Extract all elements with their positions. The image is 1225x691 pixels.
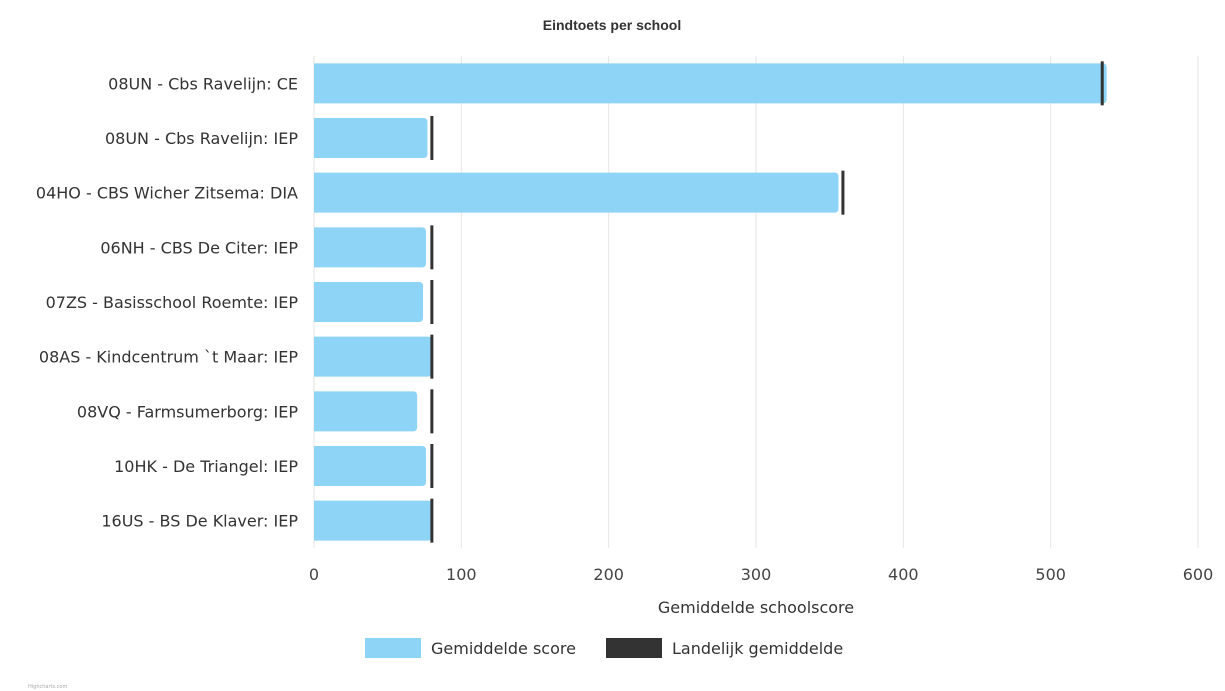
legend[interactable]: Gemiddelde score Landelijk gemiddelde bbox=[365, 638, 843, 658]
bar[interactable] bbox=[314, 282, 424, 322]
average-marker[interactable] bbox=[430, 225, 434, 270]
x-tick-label: 100 bbox=[446, 565, 477, 584]
category-label: 10HK - De Triangel: IEP bbox=[114, 457, 298, 476]
average-marker[interactable] bbox=[430, 334, 434, 379]
category-label: 08UN - Cbs Ravelijn: CE bbox=[108, 74, 298, 93]
average-marker[interactable] bbox=[430, 389, 434, 434]
bar[interactable] bbox=[314, 172, 839, 213]
category-label: 06NH - CBS De Citer: IEP bbox=[100, 238, 298, 257]
average-marker[interactable] bbox=[430, 498, 434, 543]
x-tick-label: 0 bbox=[309, 565, 319, 584]
bar[interactable] bbox=[314, 391, 418, 432]
average-marker[interactable] bbox=[430, 280, 434, 324]
marker-series bbox=[430, 61, 1104, 543]
category-label: 08UN - Cbs Ravelijn: IEP bbox=[105, 129, 298, 148]
category-labels: 08UN - Cbs Ravelijn: CE 08UN - Cbs Raveli… bbox=[36, 74, 298, 530]
average-marker[interactable] bbox=[841, 170, 845, 215]
average-marker[interactable] bbox=[1100, 61, 1104, 106]
bar[interactable] bbox=[314, 500, 432, 541]
bar[interactable] bbox=[314, 227, 426, 268]
x-tick-label: 600 bbox=[1183, 565, 1214, 584]
category-label: 08AS - Kindcentrum `t Maar: IEP bbox=[39, 348, 298, 367]
legend-item[interactable]: Landelijk gemiddelde bbox=[606, 638, 843, 658]
average-marker[interactable] bbox=[430, 444, 434, 488]
average-marker[interactable] bbox=[430, 116, 434, 160]
bar[interactable] bbox=[314, 336, 432, 377]
grid-lines bbox=[313, 56, 1199, 548]
chart-credits[interactable]: Highcharts.com bbox=[28, 684, 67, 690]
x-tick-label: 300 bbox=[741, 565, 772, 584]
category-label: 07ZS - Basisschool Roemte: IEP bbox=[46, 293, 299, 312]
legend-label: Gemiddelde score bbox=[431, 639, 576, 658]
bar-series bbox=[314, 63, 1107, 541]
bar[interactable] bbox=[314, 118, 428, 158]
bar[interactable] bbox=[314, 63, 1107, 104]
category-label: 04HO - CBS Wicher Zitsema: DIA bbox=[36, 184, 298, 203]
x-tick-label: 500 bbox=[1035, 565, 1066, 584]
bar[interactable] bbox=[314, 446, 426, 486]
x-tick-labels: 0 100 200 300 400 500 600 bbox=[309, 565, 1213, 584]
legend-swatch bbox=[365, 638, 421, 658]
x-tick-label: 200 bbox=[593, 565, 624, 584]
legend-item[interactable]: Gemiddelde score bbox=[365, 638, 576, 658]
category-label: 08VQ - Farmsumerborg: IEP bbox=[77, 402, 298, 421]
x-tick-label: 400 bbox=[888, 565, 919, 584]
chart-title: Eindtoets per school bbox=[543, 17, 681, 33]
legend-swatch bbox=[606, 638, 662, 658]
legend-label: Landelijk gemiddelde bbox=[672, 639, 843, 658]
category-label: 16US - BS De Klaver: IEP bbox=[101, 512, 298, 531]
x-axis-title: Gemiddelde schoolscore bbox=[658, 598, 854, 617]
